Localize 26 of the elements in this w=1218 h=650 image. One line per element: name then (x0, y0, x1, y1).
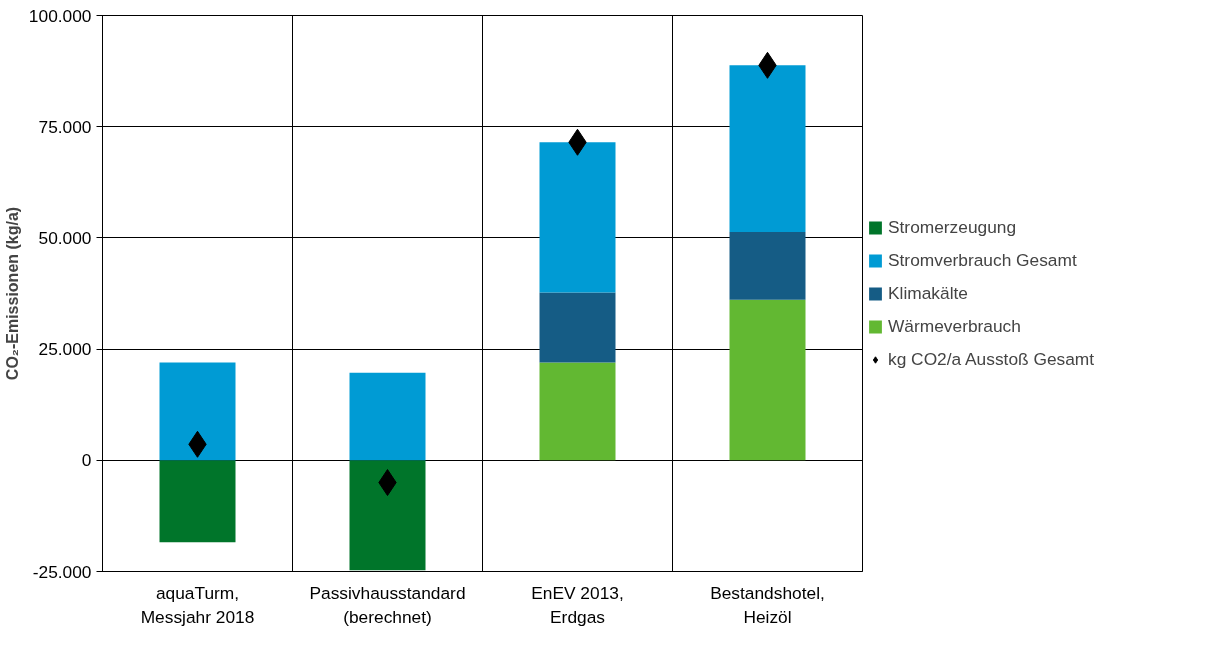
bar (729, 65, 806, 233)
y-tick-label: 100.000 (28, 5, 92, 26)
legend-label: kg CO2/a Ausstoß Gesamt (888, 348, 1095, 370)
x-tick-label: aquaTurm, Messjahr 2018 (140, 582, 255, 627)
legend-label: Stromerzeugung (888, 216, 1017, 238)
y-tick-label: -25.000 (32, 561, 92, 582)
legend-label: Klimakälte (888, 282, 968, 304)
y-tick-label: 50.000 (38, 227, 92, 248)
bar (159, 362, 236, 461)
y-tick-label: 75.000 (38, 116, 92, 137)
bar (539, 142, 616, 293)
bar (539, 362, 616, 461)
legend-label: Wärmeverbrauch (888, 315, 1021, 337)
bar (729, 299, 806, 461)
y-tick-label: 25.000 (38, 339, 92, 360)
bar (539, 292, 616, 363)
bar (729, 232, 806, 300)
legend-label: Stromverbrauch Gesamt (888, 249, 1077, 271)
bar (349, 460, 426, 571)
x-tick-label: Bestandshotel, Heizöl (710, 582, 825, 627)
bar (159, 460, 236, 543)
x-tick-label: Passivhausstandard (berechnet) (309, 582, 466, 627)
y-tick-label: 0 (81, 450, 92, 471)
x-tick-label: EnEV 2013, Erdgas (531, 582, 624, 627)
bar (349, 372, 426, 461)
y-axis-title: CO₂-Emissionen (kg/a) (3, 206, 21, 381)
